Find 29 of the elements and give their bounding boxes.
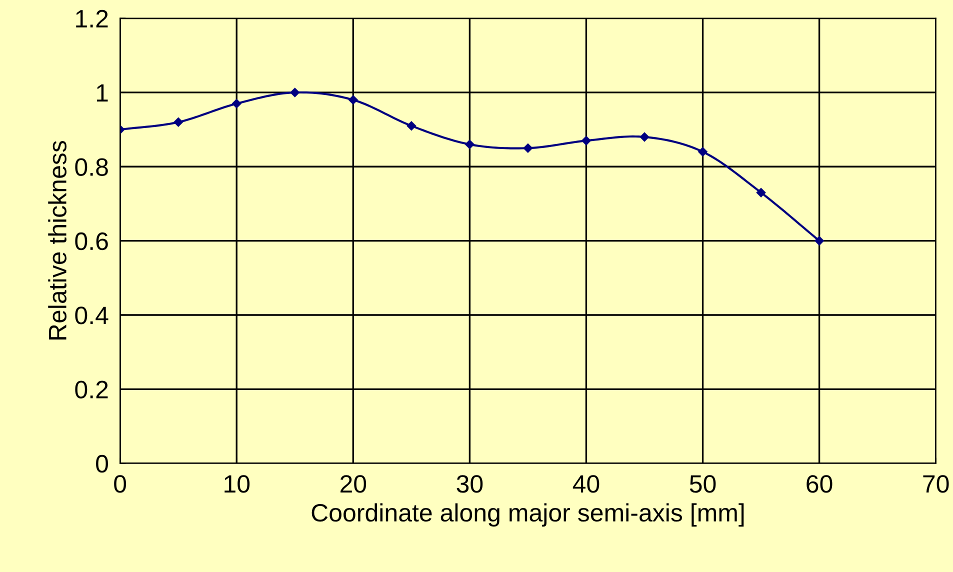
x-tick-label: 50	[690, 475, 716, 493]
x-tick-label: 10	[224, 475, 250, 493]
point	[406, 121, 416, 130]
x-tick-label: 20	[340, 475, 366, 493]
point	[232, 98, 242, 108]
y-tick-label: 0.4	[75, 306, 108, 324]
y-tick-label: 1	[96, 84, 108, 102]
point	[523, 143, 533, 153]
point	[465, 140, 474, 150]
x-tick-label: 0	[114, 475, 126, 493]
y-tick-label: 1.2	[76, 10, 108, 28]
point	[582, 136, 591, 146]
x-tick-label: 60	[806, 475, 832, 493]
point	[290, 88, 300, 98]
y-axis-title: Relative thickness	[48, 140, 66, 340]
point	[698, 147, 708, 156]
y-tick-label: 0.6	[75, 232, 108, 250]
y-tick-label: 0	[96, 454, 108, 473]
point	[756, 188, 766, 198]
point	[814, 236, 824, 246]
x-tick-label: 40	[572, 475, 600, 493]
x-tick-label: 70	[923, 475, 949, 493]
point	[640, 132, 650, 142]
y-tick-label: 0.2	[75, 380, 108, 398]
point	[174, 118, 183, 127]
x-tick-label: 30	[456, 475, 483, 493]
point	[348, 95, 358, 105]
y-tick-label: 0.8	[75, 158, 108, 176]
x-axis-title: Coordinate along major semi-axis [mm]	[312, 503, 744, 527]
